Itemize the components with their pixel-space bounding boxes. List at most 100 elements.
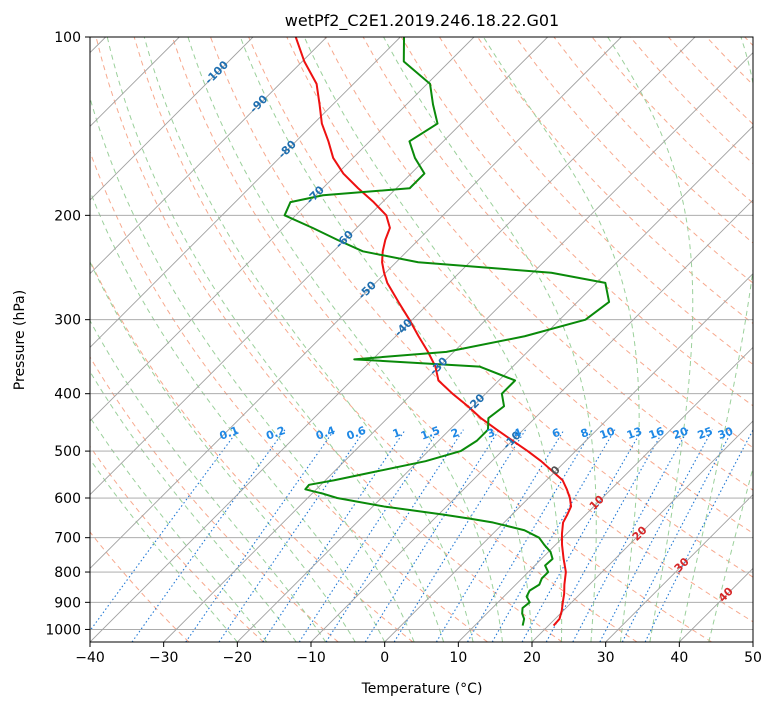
mixing-ratio-line	[644, 429, 753, 642]
mixing-ratio-label: 25	[696, 425, 715, 442]
isotherm-line	[90, 37, 327, 275]
mixing-ratio-label: 0.4	[314, 424, 337, 443]
x-tick-label: 20	[523, 650, 541, 666]
mixing-ratio-label: 0.1	[218, 424, 241, 443]
y-tick-label: 1000	[45, 622, 81, 638]
moist-adiabat	[90, 189, 386, 642]
y-axis-label: Pressure (hPa)	[12, 290, 28, 390]
mixing-ratio-label: 30	[716, 424, 735, 442]
mixing-ratio-line	[621, 429, 734, 642]
moist-adiabat	[383, 37, 597, 642]
isotherm-label: -90	[247, 92, 270, 115]
isotherm-label: 10	[587, 492, 607, 512]
dry-adiabat	[439, 37, 753, 366]
dry-adiabat	[668, 37, 753, 125]
x-tick-label: 10	[449, 650, 467, 666]
dry-adiabat	[171, 37, 712, 642]
dry-adiabat	[133, 37, 638, 642]
isotherm-label: -50	[356, 278, 379, 301]
mixing-ratio-line	[131, 429, 286, 642]
tick-layer: −40 −30 −20 −10 0 10 20 30 40 5010020030040050060…	[45, 30, 762, 666]
moist-adiabat	[90, 370, 297, 642]
isotherm-line	[90, 37, 475, 422]
dry-adiabat	[90, 356, 339, 642]
y-tick-label: 100	[54, 30, 81, 46]
x-tick-label: −40	[75, 650, 105, 666]
dewpoint-profile	[283, 37, 611, 626]
dry-adiabat	[95, 37, 563, 642]
plot-frame	[89, 36, 754, 643]
x-tick-label: −20	[223, 650, 253, 666]
isotherm-line	[90, 37, 622, 569]
isotherm-line	[90, 37, 254, 201]
y-tick-label: 300	[54, 313, 81, 329]
y-tick-label: 500	[54, 444, 81, 460]
mixing-ratio-line	[599, 429, 713, 642]
mixing-ratio-label: 8	[579, 426, 591, 441]
x-tick-label: −30	[149, 650, 179, 666]
moist-adiabat	[482, 37, 640, 642]
dry-adiabat	[90, 531, 190, 642]
mixing-ratio-label: 1	[391, 426, 403, 441]
isotherm-label: -20	[464, 391, 487, 414]
dry-adiabat	[591, 37, 753, 204]
x-tick-label: 30	[597, 650, 615, 666]
y-tick-label: 800	[54, 565, 81, 581]
mixing-ratio-label: 20	[671, 424, 690, 442]
mixing-ratio-line	[435, 429, 565, 642]
moist-adiabat	[239, 37, 533, 642]
chart-title: wetPf2_C2E1.2019.246.18.22.G01	[285, 11, 559, 31]
moist-adiabat	[303, 37, 563, 642]
mixing-ratio-label: 10	[598, 424, 617, 442]
isotherm-label: -80	[276, 138, 299, 161]
mixing-ratio-line	[521, 429, 643, 642]
mixing-ratio-line	[491, 429, 616, 642]
moist-adiabat	[90, 416, 268, 642]
isotherm-line	[90, 37, 548, 496]
mixing-ratio-line	[90, 429, 239, 632]
dry-adiabat	[90, 445, 264, 642]
dry-adiabat	[210, 37, 753, 623]
isotherm-label: -70	[304, 183, 327, 206]
mixing-ratio-label: 3	[485, 426, 497, 441]
mixing-ratio-line	[185, 429, 335, 642]
isotherm-line	[310, 199, 753, 642]
isotherm-label: 40	[716, 584, 736, 604]
moist-adiabat	[607, 37, 694, 642]
dry-adiabat	[248, 37, 753, 578]
isotherm-line	[531, 420, 753, 642]
y-tick-label: 700	[54, 531, 81, 547]
mixing-ratio-line	[325, 429, 464, 642]
isotherm-line	[679, 567, 753, 642]
isotherm-line	[90, 37, 401, 348]
mixing-ratio-label: 0.2	[264, 424, 287, 443]
mixing-ratio-label: 4	[512, 426, 524, 441]
mixing-ratio-line	[218, 429, 366, 642]
dry-adiabat	[90, 259, 414, 642]
y-tick-label: 200	[54, 208, 81, 224]
y-tick-label: 900	[54, 595, 81, 611]
mixing-ratio-label: 2	[449, 426, 461, 441]
mixing-ratio-line	[572, 429, 689, 642]
isotherm-line	[90, 37, 696, 642]
isotherm-line	[605, 494, 753, 642]
mixing-ratio-label: 1.5	[419, 424, 442, 443]
x-tick-label: −10	[296, 650, 326, 666]
isotherm-line	[752, 641, 753, 642]
mixing-ratio-label: 6	[550, 426, 562, 441]
moist-adiabat	[90, 319, 327, 642]
isotherm-line	[237, 125, 753, 642]
isotherm-line	[458, 346, 753, 642]
moist-adiabat	[90, 458, 238, 642]
dry-adiabat	[90, 150, 488, 642]
isotherm-line	[384, 273, 753, 642]
mixing-ratio-label: 16	[647, 424, 666, 442]
mixing-ratio-line	[393, 429, 527, 642]
mixing-ratio-line	[364, 429, 500, 642]
x-axis-label: Temperature (°C)	[361, 681, 483, 697]
series-layer	[283, 37, 611, 627]
moist-adiabat	[90, 260, 356, 642]
x-tick-label: 50	[744, 650, 762, 666]
isotherm-line	[163, 52, 753, 642]
